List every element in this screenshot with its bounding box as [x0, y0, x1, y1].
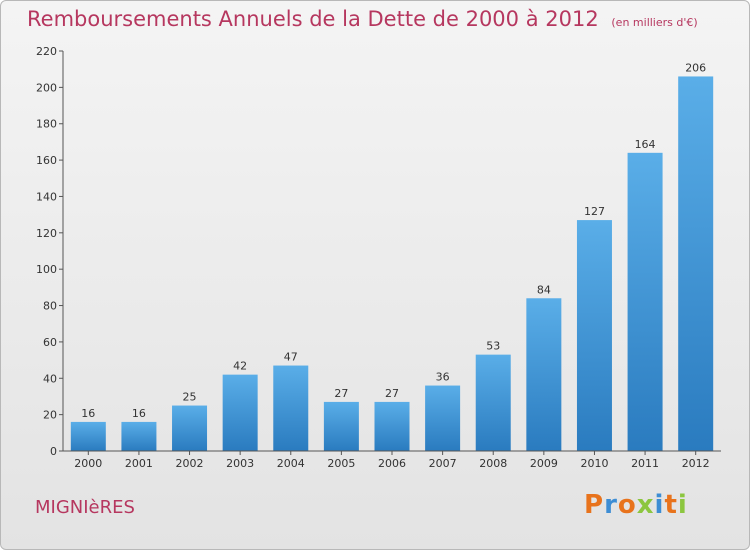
bar-2002	[172, 405, 208, 451]
bar-2012	[678, 76, 714, 452]
y-tick-label: 20	[43, 409, 57, 422]
bar-2006	[374, 401, 410, 451]
data-label-2000: 16	[81, 407, 95, 420]
y-tick-label: 40	[43, 372, 57, 385]
x-tick-label-2012: 2012	[682, 457, 710, 470]
y-tick-label: 80	[43, 300, 57, 313]
y-tick-label: 180	[36, 118, 57, 131]
logo-letter: i	[677, 490, 688, 520]
x-tick-label-2001: 2001	[125, 457, 153, 470]
bar-2007	[425, 385, 461, 451]
bar-2004	[273, 365, 309, 451]
x-tick-label-2000: 2000	[74, 457, 102, 470]
bar-2003	[222, 374, 258, 451]
bar-2000	[70, 421, 106, 451]
data-label-2007: 36	[436, 371, 450, 384]
x-tick-label-2010: 2010	[580, 457, 608, 470]
data-label-2003: 42	[233, 360, 247, 373]
chart-unit: (en milliers d'€)	[611, 16, 698, 29]
y-tick-label: 60	[43, 336, 57, 349]
commune-name: MIGNIèRES	[35, 497, 135, 518]
chart-title: Remboursements Annuels de la Dette de 20…	[27, 7, 698, 31]
x-tick-label-2007: 2007	[429, 457, 457, 470]
y-tick-label: 220	[36, 45, 57, 58]
y-tick-label: 200	[36, 81, 57, 94]
x-axis: 2000 2001 2002 2003 2004 2005 2006 2007 2008 2009…	[63, 450, 721, 470]
x-tick-label-2002: 2002	[176, 457, 204, 470]
x-tick-label-2011: 2011	[631, 457, 659, 470]
data-label-2009: 84	[537, 283, 551, 296]
y-tick-label: 100	[36, 263, 57, 276]
logo-letter: x	[636, 490, 655, 520]
logo-letter: P	[584, 490, 605, 520]
x-tick-label-2004: 2004	[277, 457, 305, 470]
data-label-2011: 164	[635, 138, 656, 151]
x-tick-label-2006: 2006	[378, 457, 406, 470]
logo-letter: o	[617, 490, 637, 520]
proxiti-logo: Proxiti	[584, 490, 688, 520]
bar-2009	[526, 298, 562, 451]
data-label-2002: 25	[183, 391, 197, 404]
y-tick-label: 140	[36, 190, 57, 203]
x-tick-label-2009: 2009	[530, 457, 558, 470]
data-label-2010: 127	[584, 205, 605, 218]
data-label-2005: 27	[334, 387, 348, 400]
x-tick-label-2005: 2005	[327, 457, 355, 470]
chart-title-text: Remboursements Annuels de la Dette de 20…	[27, 7, 599, 31]
x-tick-label-2008: 2008	[479, 457, 507, 470]
logo-letter: r	[604, 490, 618, 520]
logo-letter: t	[664, 490, 678, 520]
bar-2011	[627, 152, 663, 451]
data-label-2001: 16	[132, 407, 146, 420]
bar-2008	[475, 354, 511, 451]
y-tick-label: 160	[36, 154, 57, 167]
bar-2005	[323, 401, 359, 451]
data-label-2004: 47	[284, 351, 298, 364]
data-label-2008: 53	[486, 340, 500, 353]
x-tick-label-2003: 2003	[226, 457, 254, 470]
bar-2010	[576, 220, 612, 451]
data-label-2006: 27	[385, 387, 399, 400]
y-tick-label: 0	[50, 445, 57, 458]
logo-letter: i	[654, 490, 665, 520]
bars-group: 16 16 25 42 47 27 27 36 53 84 127 164 206	[70, 61, 714, 452]
y-tick-label: 120	[36, 227, 57, 240]
bar-2001	[121, 421, 157, 451]
data-label-2012: 206	[685, 61, 706, 74]
y-axis: 0 20 40 60 80 100 120 140 160 180 200 220	[36, 45, 64, 458]
